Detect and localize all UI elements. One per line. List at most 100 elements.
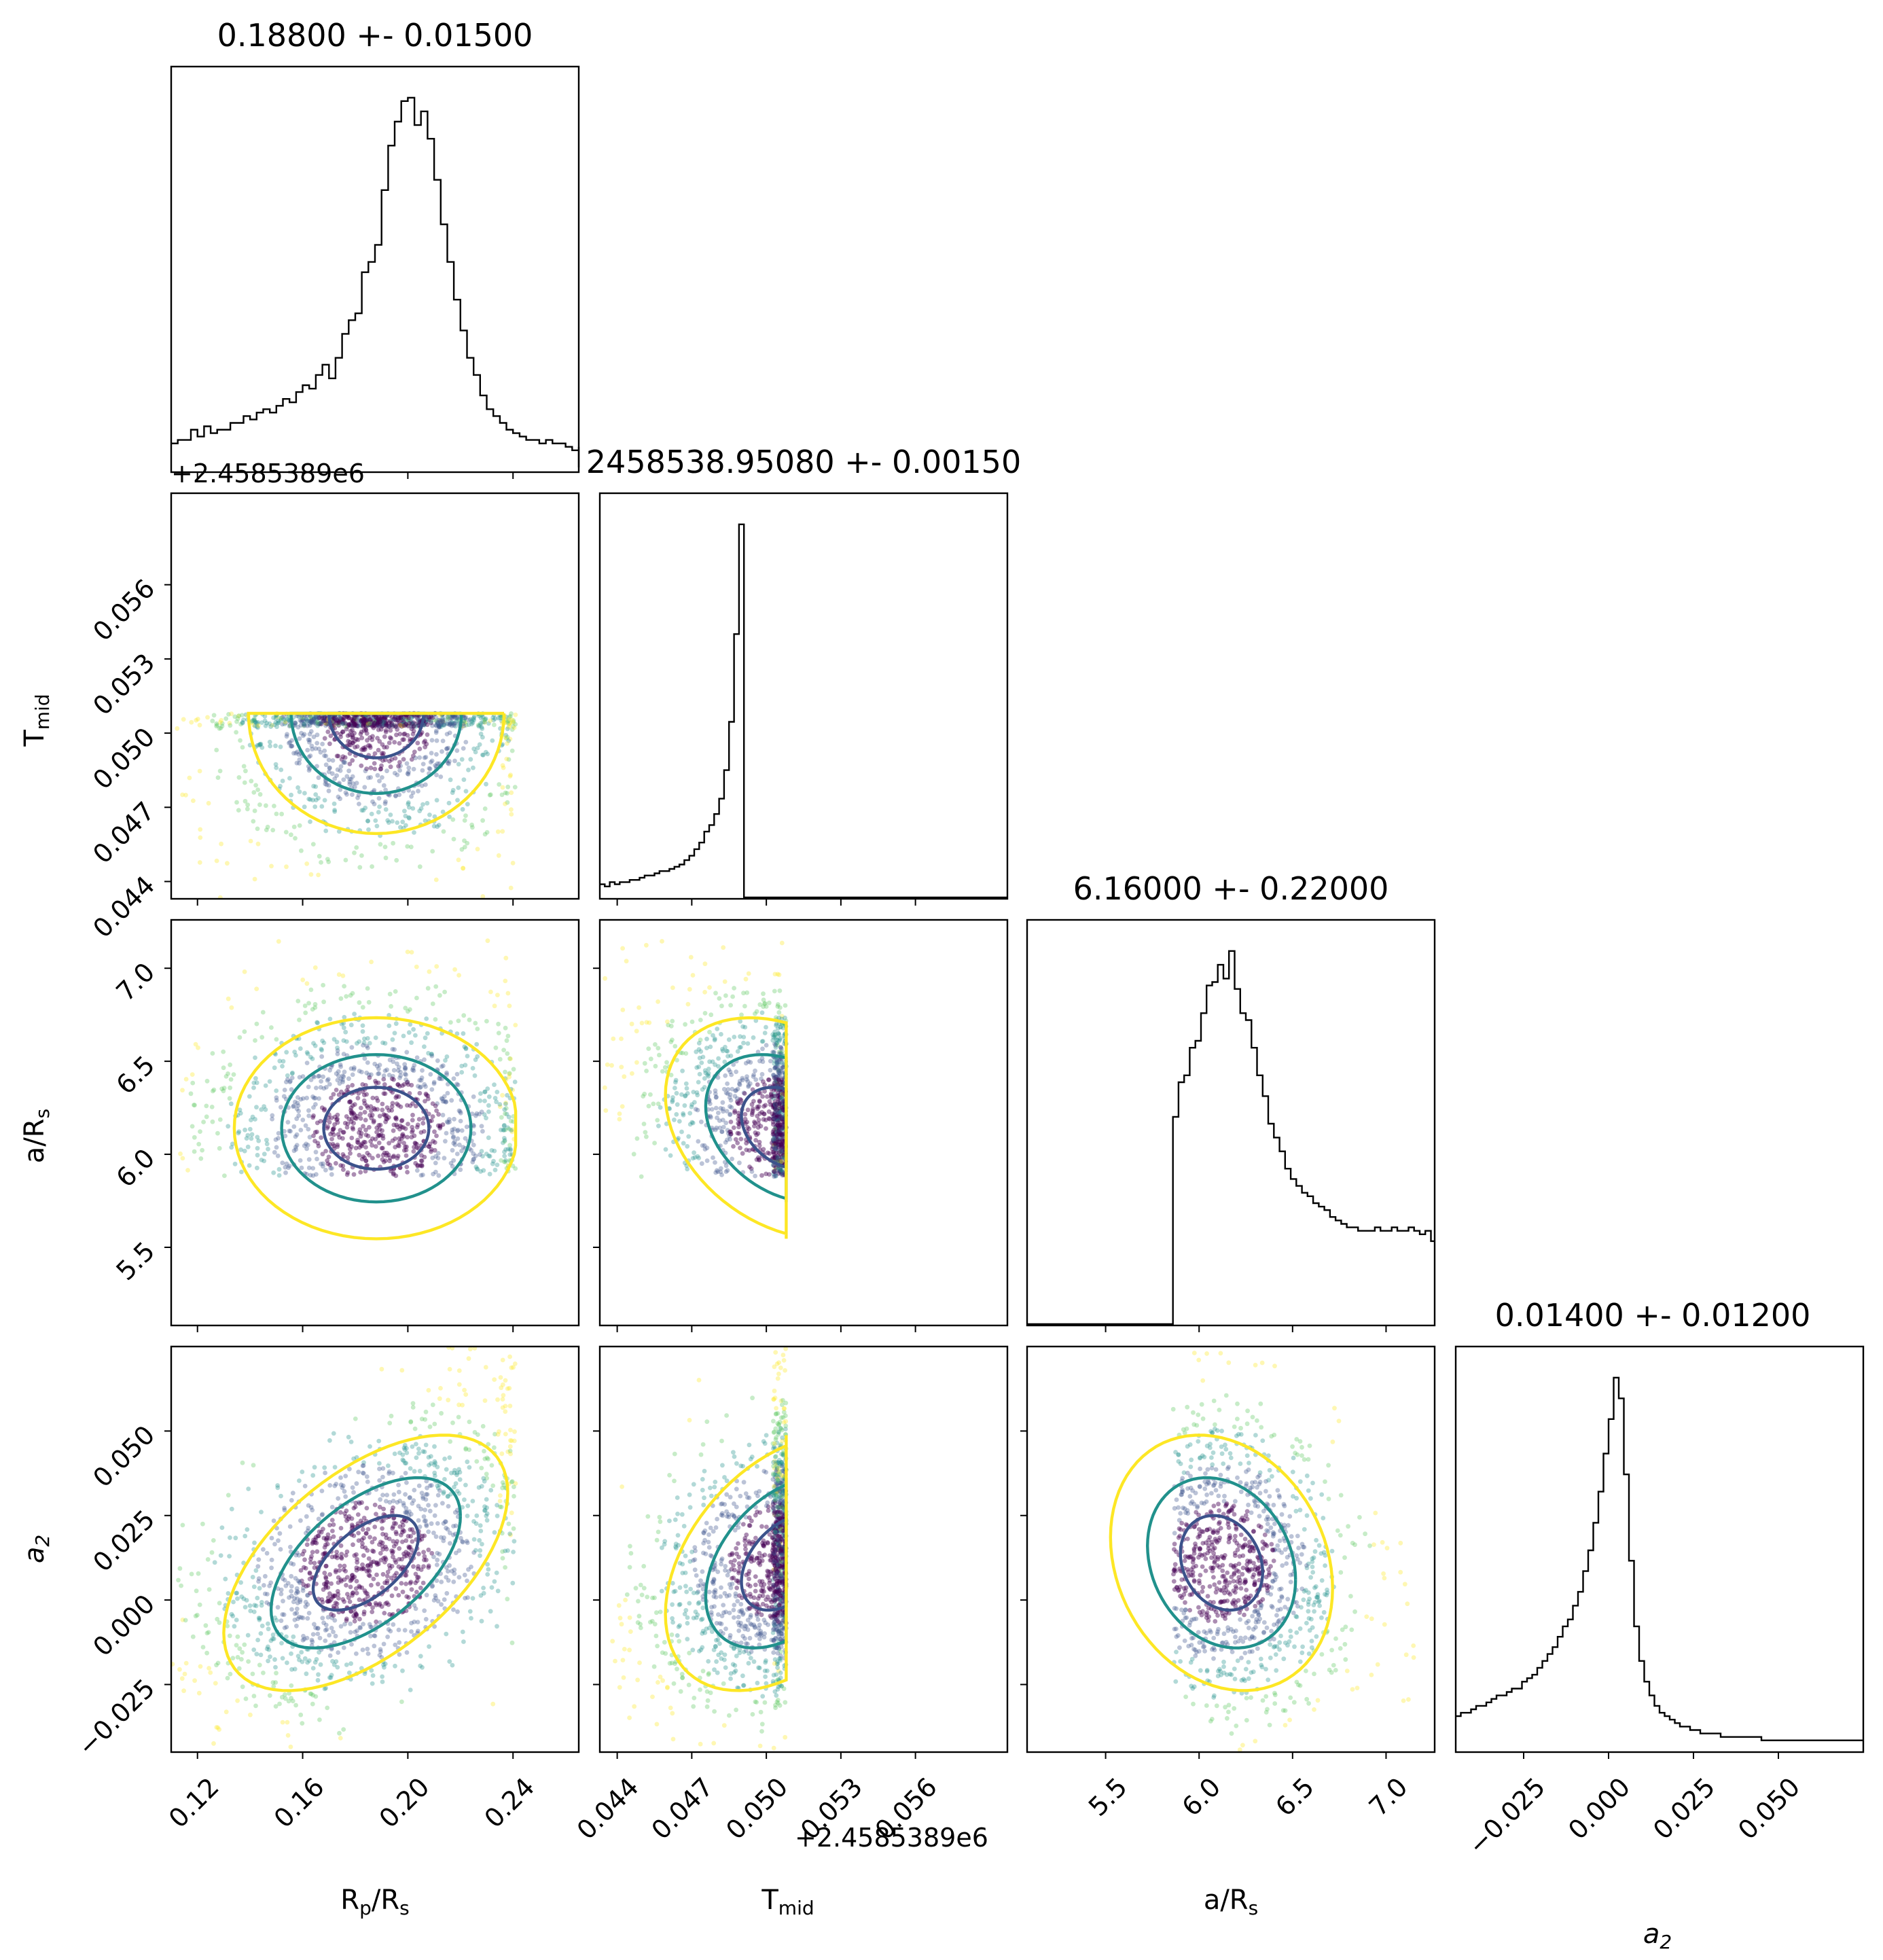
sample-point <box>478 721 483 726</box>
sample-point <box>252 716 257 721</box>
sample-point <box>467 1419 472 1425</box>
sample-point <box>358 722 363 728</box>
sample-point <box>771 1137 776 1142</box>
sample-point <box>749 1102 755 1107</box>
sample-point <box>346 1514 352 1519</box>
sample-point <box>397 760 402 765</box>
sample-point <box>776 1074 781 1080</box>
sample-point <box>430 1114 435 1119</box>
sample-point <box>334 1117 339 1122</box>
sample-point <box>253 1075 258 1081</box>
sample-point <box>306 1108 311 1113</box>
sample-point <box>378 1539 383 1545</box>
sample-point <box>395 772 400 777</box>
sample-point <box>306 796 312 802</box>
sample-point <box>349 1578 354 1582</box>
sample-point <box>312 1130 318 1135</box>
sample-point <box>771 1139 776 1144</box>
sample-point <box>359 763 364 768</box>
sample-point <box>771 1171 776 1177</box>
sample-point <box>320 1512 325 1517</box>
sample-point <box>435 721 440 726</box>
sample-point <box>492 1082 497 1087</box>
sample-point <box>196 1141 202 1147</box>
sample-point <box>770 1150 776 1155</box>
sample-point <box>455 1128 460 1134</box>
sample-point <box>324 721 329 726</box>
sample-point <box>354 721 359 726</box>
sample-point <box>411 766 416 772</box>
sample-point <box>308 1077 314 1082</box>
sample-point <box>236 713 241 719</box>
sample-point <box>652 1141 657 1145</box>
sample-point <box>434 738 440 743</box>
sample-point <box>188 1091 194 1097</box>
sample-point <box>366 827 371 832</box>
panel-tmid-ars <box>593 919 1009 1332</box>
sample-point <box>378 716 384 721</box>
sample-point <box>457 1469 463 1475</box>
sample-point <box>442 1477 447 1482</box>
sample-point <box>323 1628 328 1633</box>
sample-point <box>423 721 428 726</box>
sample-point <box>242 780 247 785</box>
sample-point <box>503 1069 507 1075</box>
sample-point <box>211 1087 217 1092</box>
sample-point <box>339 1555 344 1560</box>
sample-point <box>753 1018 759 1023</box>
sample-point <box>308 1590 312 1596</box>
sample-point <box>423 1442 429 1448</box>
sample-point <box>368 717 374 722</box>
sample-point <box>361 1154 366 1159</box>
sample-point <box>304 1514 309 1519</box>
sample-point <box>214 858 219 863</box>
sample-point <box>781 1132 786 1137</box>
sample-point <box>361 1535 366 1541</box>
sample-point <box>381 1556 387 1561</box>
sample-point <box>681 1113 686 1118</box>
sample-point <box>778 1035 783 1041</box>
sample-point <box>340 717 344 722</box>
sample-point <box>387 1499 393 1505</box>
sample-point <box>776 1166 781 1171</box>
sample-point <box>332 1122 337 1127</box>
sample-point <box>403 1065 408 1071</box>
sample-point <box>331 1594 337 1599</box>
sample-point <box>315 1549 320 1554</box>
sample-point <box>386 1463 391 1468</box>
sample-point <box>308 1692 314 1696</box>
sample-point <box>408 719 414 725</box>
sample-point <box>421 1129 427 1134</box>
sample-point <box>380 1526 384 1531</box>
sample-point <box>262 1591 268 1597</box>
sample-point <box>198 1156 204 1161</box>
sample-point <box>507 1448 513 1454</box>
sample-point <box>372 723 377 728</box>
sample-point <box>301 1582 306 1587</box>
sample-point <box>378 1122 383 1128</box>
sample-point <box>774 1150 779 1155</box>
sample-point <box>380 775 384 780</box>
sample-point <box>473 1521 479 1527</box>
sample-point <box>503 1409 508 1414</box>
sample-point <box>347 762 353 766</box>
sample-point <box>378 1558 384 1563</box>
sample-point <box>326 769 331 774</box>
sample-point <box>332 1114 338 1120</box>
sample-point <box>775 1114 781 1120</box>
sample-point <box>259 720 264 725</box>
sample-point <box>300 1552 305 1557</box>
sample-point <box>430 849 435 854</box>
sample-point <box>348 1621 353 1626</box>
sample-point <box>475 1166 480 1172</box>
sample-point <box>774 1133 779 1138</box>
sample-point <box>732 1035 737 1039</box>
sample-point <box>304 1050 310 1055</box>
contour-level-1 <box>311 1514 420 1612</box>
sample-point <box>254 1021 259 1027</box>
sample-point <box>770 1050 775 1054</box>
sample-point <box>456 1575 462 1580</box>
sample-point <box>736 1121 741 1126</box>
sample-point <box>338 715 343 720</box>
sample-point <box>399 1699 404 1705</box>
